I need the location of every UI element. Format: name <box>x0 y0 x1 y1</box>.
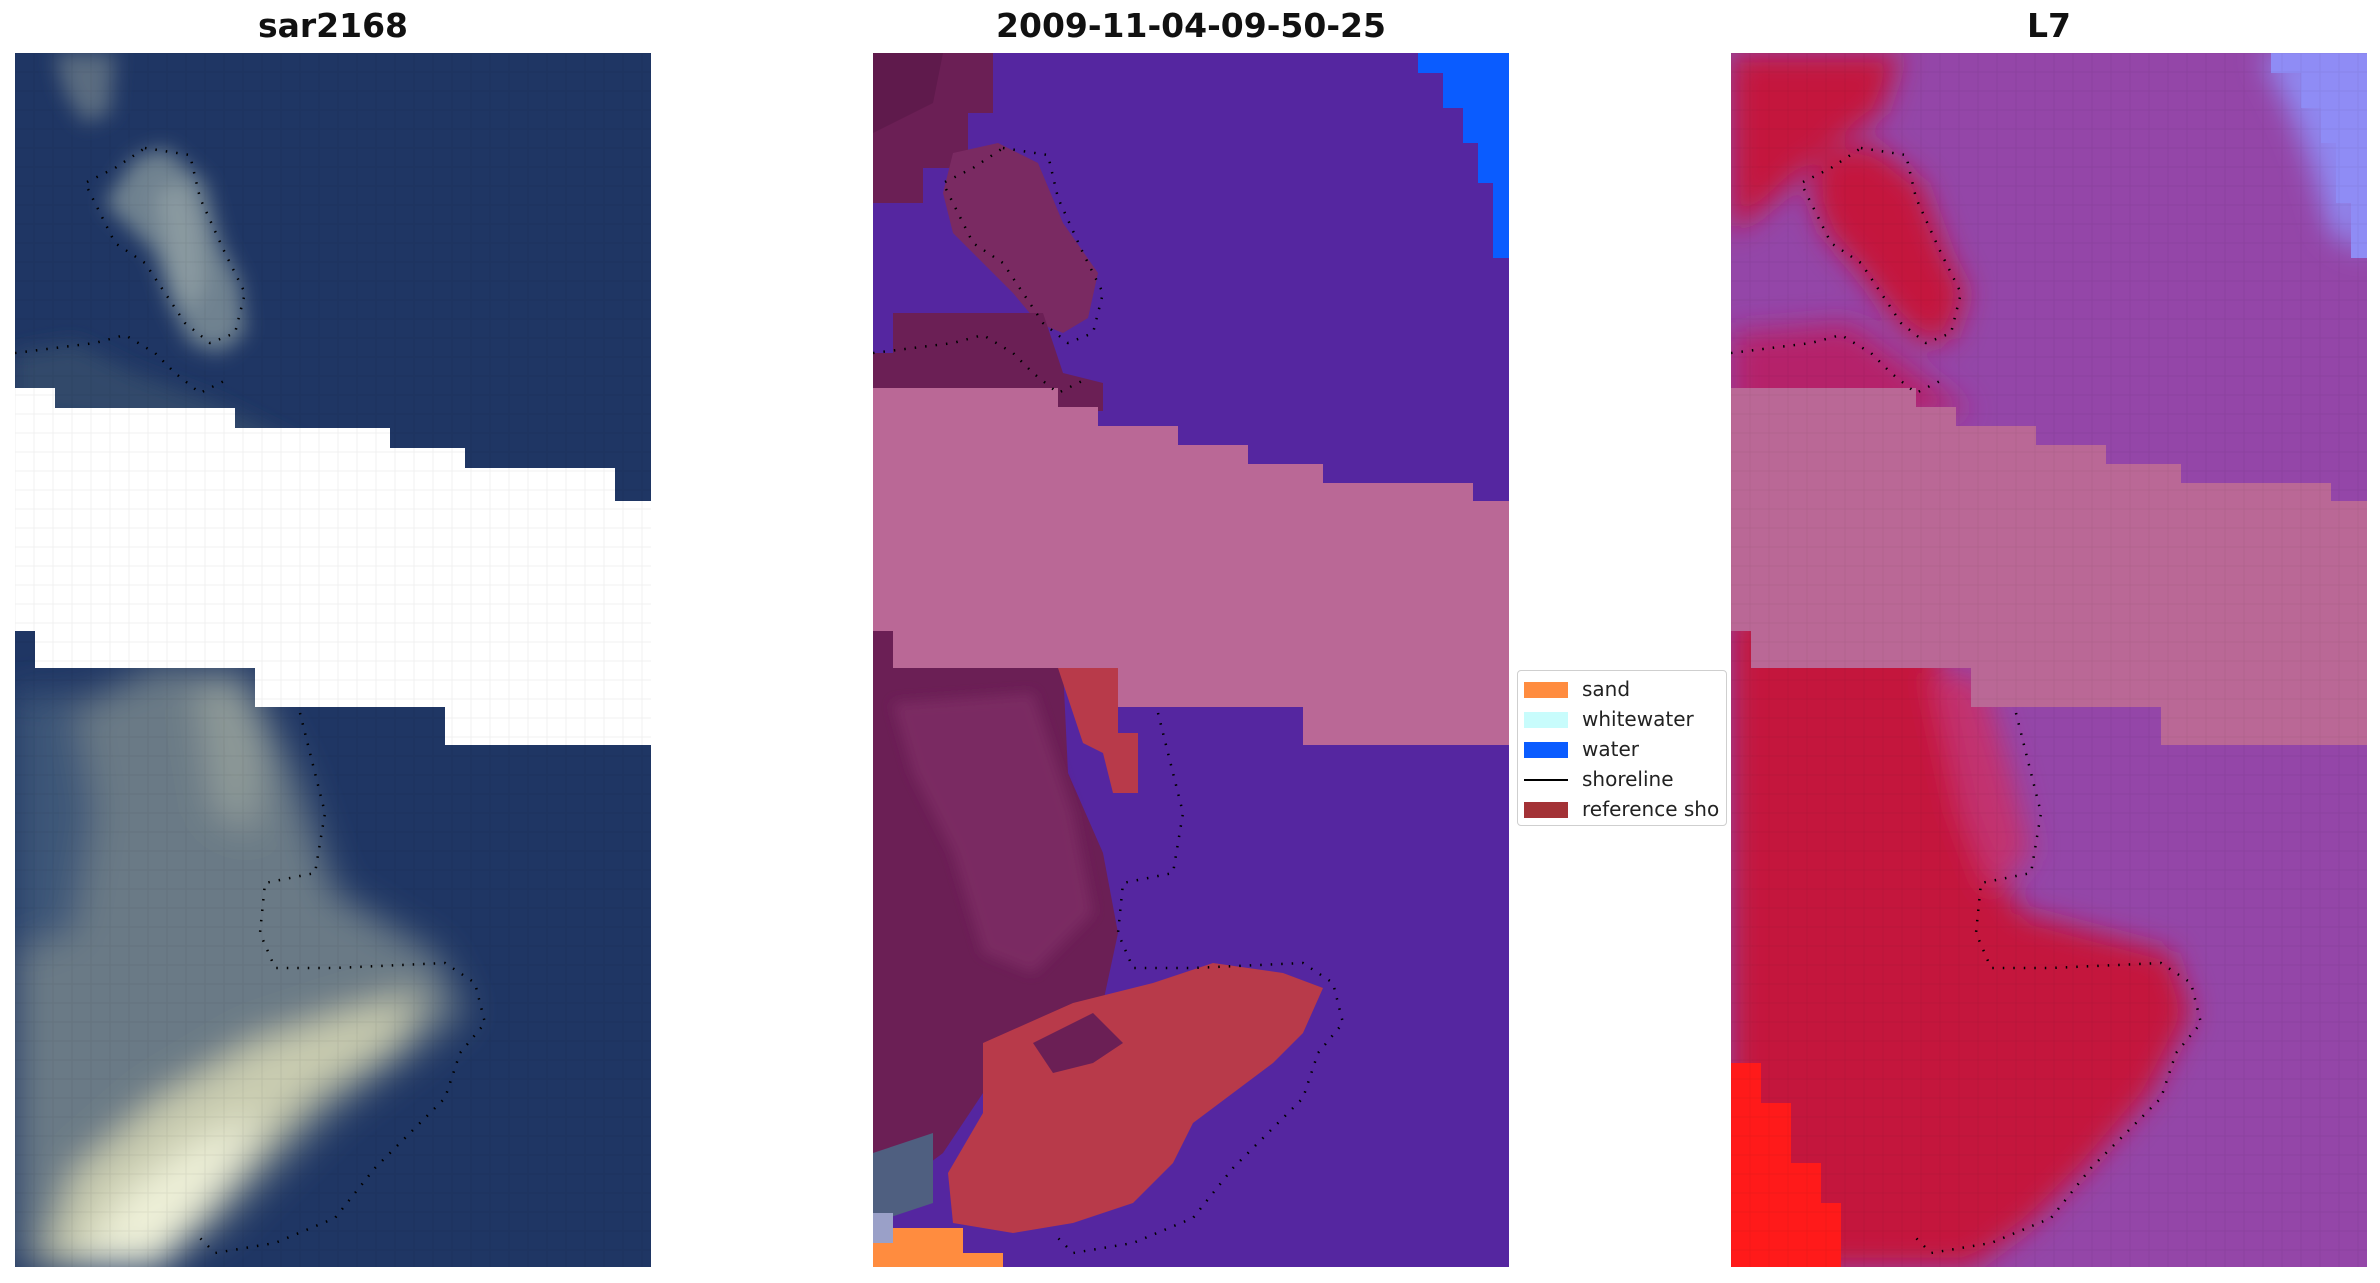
legend-swatch-water <box>1524 742 1568 758</box>
legend-label-whitewater: whitewater <box>1582 707 1694 731</box>
legend-swatch-reference-shoreline <box>1524 802 1568 818</box>
panel-title-rgb: sar2168 <box>257 6 409 45</box>
legend-swatch-sand <box>1524 682 1568 698</box>
legend-label-water: water <box>1582 737 1639 761</box>
legend-label-shoreline: shoreline <box>1582 767 1674 791</box>
legend-label-reference-shoreline: reference sho <box>1582 797 1720 821</box>
rgb-satellite-image <box>15 53 651 1267</box>
legend-line-shoreline <box>1524 779 1568 781</box>
legend-swatch-whitewater <box>1524 712 1568 728</box>
rgb-image-svg <box>15 53 651 1267</box>
l7-image-svg <box>1731 53 2367 1267</box>
l7-index-image <box>1731 53 2367 1267</box>
panel-title-l7: L7 <box>2027 6 2071 45</box>
classified-image <box>873 53 1509 1267</box>
panel-title-classified: 2009-11-04-09-50-25 <box>996 6 1386 45</box>
legend: sand whitewater water shoreline referenc… <box>1517 670 1727 826</box>
classified-image-svg <box>873 53 1509 1267</box>
legend-label-sand: sand <box>1582 677 1631 701</box>
